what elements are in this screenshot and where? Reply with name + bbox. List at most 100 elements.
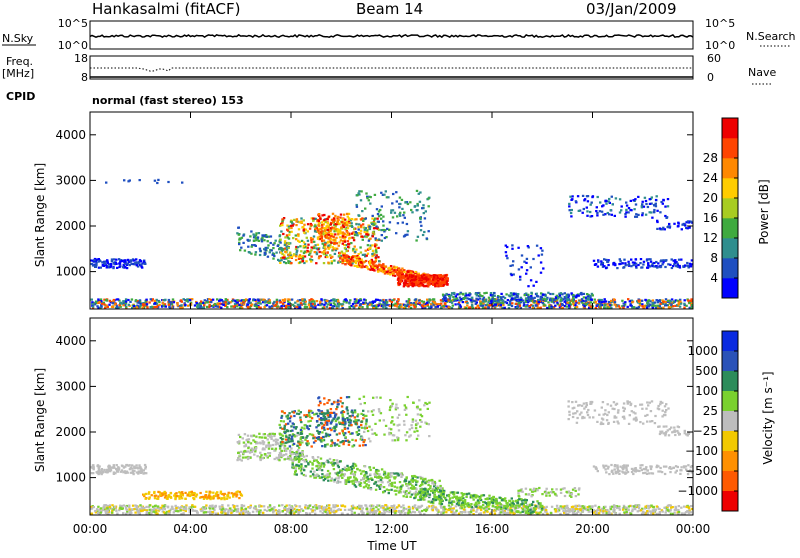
heatmap-cell <box>511 302 513 304</box>
heatmap-cell <box>95 266 97 268</box>
heatmap-cell <box>418 285 420 287</box>
heatmap-cell <box>371 218 373 220</box>
heatmap-cell <box>437 280 439 282</box>
heatmap-cell <box>341 505 343 507</box>
heatmap-cell <box>346 225 348 227</box>
heatmap-cell <box>601 299 603 301</box>
heatmap-cell <box>400 278 402 280</box>
heatmap-cell <box>138 302 140 304</box>
heatmap-cell <box>411 276 413 278</box>
heatmap-cell <box>157 179 159 181</box>
heatmap-cell <box>397 278 399 280</box>
heatmap-cell <box>483 292 485 294</box>
heatmap-cell <box>340 226 342 228</box>
heatmap-cell <box>683 307 685 309</box>
heatmap-cell <box>261 240 263 242</box>
heatmap-cell <box>361 266 363 268</box>
heatmap-cell <box>228 302 230 304</box>
heatmap-cell <box>650 505 652 507</box>
heatmap-cell <box>402 214 404 216</box>
heatmap-cell <box>232 299 234 301</box>
heatmap-cell <box>209 304 211 306</box>
heatmap-cell <box>399 203 401 205</box>
heatmap-cell <box>644 299 646 301</box>
heatmap-cell <box>269 299 271 301</box>
heatmap-cell <box>275 509 277 511</box>
heatmap-cell <box>669 264 671 266</box>
heatmap-cell <box>519 276 521 278</box>
heatmap-cell <box>532 305 534 307</box>
heatmap-cell <box>513 298 515 300</box>
heatmap-cell <box>290 262 292 264</box>
heatmap-cell <box>335 237 337 239</box>
heatmap-cell <box>675 507 677 509</box>
heatmap-cell <box>151 509 153 511</box>
heatmap-cell <box>453 292 455 294</box>
heatmap-cell <box>239 249 241 251</box>
heatmap-cell <box>590 299 592 301</box>
heatmap-cell <box>440 285 442 287</box>
heatmap-cell <box>233 510 235 512</box>
heatmap-cell <box>581 302 583 304</box>
heatmap-cell <box>237 302 239 304</box>
heatmap-cell <box>650 261 652 263</box>
heatmap-cell <box>288 238 290 240</box>
heatmap-cell <box>322 243 324 245</box>
heatmap-cell <box>295 259 297 261</box>
heatmap-cell <box>652 307 654 309</box>
heatmap-cell <box>457 303 459 305</box>
heatmap-cell <box>366 197 368 199</box>
heatmap-cell <box>566 302 568 304</box>
heatmap-cell <box>294 504 296 506</box>
heatmap-cell <box>183 508 185 510</box>
heatmap-cell <box>321 303 323 305</box>
heatmap-cell <box>304 299 306 301</box>
heatmap-cell <box>662 261 664 263</box>
heatmap-cell <box>605 512 607 514</box>
heatmap-cell <box>586 293 588 295</box>
heatmap-cell <box>181 182 183 184</box>
heatmap-cell <box>184 492 186 494</box>
heatmap-cell <box>613 262 615 264</box>
heatmap-cell <box>329 230 331 232</box>
heatmap-cell <box>243 299 245 301</box>
heatmap-cell <box>374 218 376 220</box>
heatmap-cell <box>660 259 662 261</box>
heatmap-cell <box>255 232 257 234</box>
heatmap-cell <box>423 285 425 287</box>
heatmap-cell <box>267 302 269 304</box>
heatmap-cell <box>367 511 369 513</box>
heatmap-cell <box>354 512 356 514</box>
heatmap-cell <box>540 272 542 274</box>
heatmap-cell <box>613 298 615 300</box>
heatmap-cell <box>356 206 358 208</box>
heatmap-cell <box>672 265 674 267</box>
heatmap-cell <box>303 245 305 247</box>
heatmap-cell <box>93 506 95 508</box>
heatmap-cell <box>175 492 177 494</box>
heatmap-cell <box>595 512 597 514</box>
heatmap-cell <box>112 267 114 269</box>
heatmap-cell <box>238 234 240 236</box>
heatmap-cell <box>318 257 320 259</box>
heatmap-cell <box>263 505 265 507</box>
heatmap-cell <box>290 231 292 233</box>
heatmap-cell <box>319 510 321 512</box>
heatmap-cell <box>245 298 247 300</box>
heatmap-cell <box>570 199 572 201</box>
heatmap-cell <box>241 237 243 239</box>
heatmap-cell <box>630 209 632 211</box>
heatmap-cell <box>356 266 358 268</box>
heatmap-cell <box>587 200 589 202</box>
heatmap-cell <box>340 239 342 241</box>
heatmap-cell <box>479 300 481 302</box>
heatmap-cell <box>278 260 280 262</box>
heatmap-cell <box>323 227 325 229</box>
heatmap-cell <box>159 508 161 510</box>
heatmap-cell <box>565 295 567 297</box>
heatmap-cell <box>587 195 589 197</box>
heatmap-cell <box>678 259 680 261</box>
heatmap-cell <box>209 511 211 513</box>
heatmap-cell <box>288 508 290 510</box>
heatmap-cell <box>372 250 374 252</box>
